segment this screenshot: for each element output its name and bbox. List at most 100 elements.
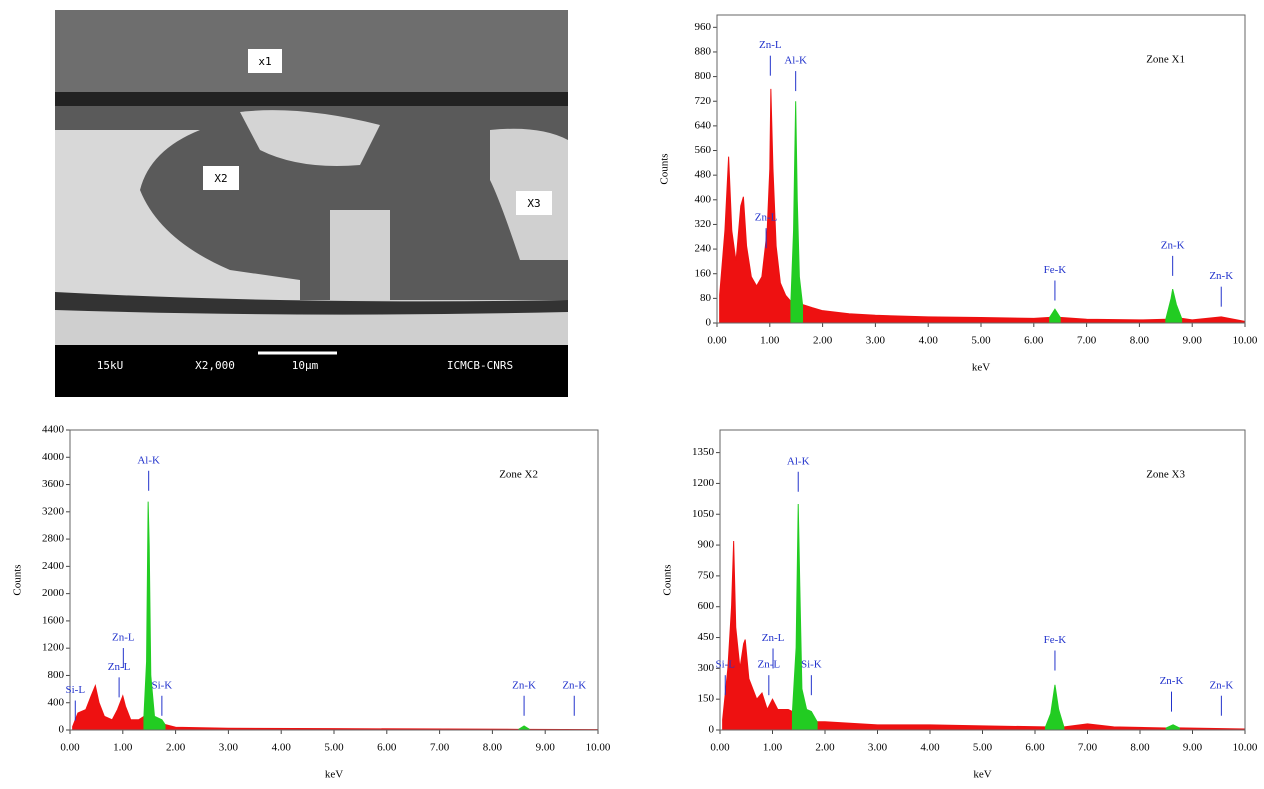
y-tick-label: 2400 <box>42 560 65 572</box>
x-tick-label: 6.00 <box>377 742 397 754</box>
light-phase <box>55 130 300 300</box>
y-tick-label: 300 <box>698 662 715 674</box>
x-tick-label: 0.00 <box>710 742 730 754</box>
x-tick-label: 10.00 <box>586 742 611 754</box>
peak-label: Si-L <box>65 684 85 696</box>
peak-label: Al-K <box>787 455 810 467</box>
spectrum-area <box>518 725 530 731</box>
magnification: X2,000 <box>195 359 235 372</box>
y-tick-label: 400 <box>695 193 712 205</box>
y-tick-label: 900 <box>698 539 715 551</box>
y-tick-label: 1600 <box>42 614 65 626</box>
peak-label: Zn-L <box>762 632 785 644</box>
label-box <box>516 191 552 215</box>
y-tick-label: 640 <box>695 119 712 131</box>
y-tick-label: 720 <box>695 95 712 107</box>
x-tick-label: 3.00 <box>866 335 886 347</box>
plot-frame <box>719 429 1246 731</box>
x-tick-label: 3.00 <box>868 742 888 754</box>
peak-label: Fe-K <box>1044 264 1067 276</box>
x-tick-label: 4.00 <box>920 742 940 754</box>
x-tick-label: 2.00 <box>813 335 833 347</box>
peak-label: Al-K <box>784 55 807 67</box>
x-tick-label: 9.00 <box>536 742 556 754</box>
plot-frame <box>716 14 1246 324</box>
peak-label: Si-L <box>715 659 735 671</box>
y-tick-label: 800 <box>695 70 712 82</box>
x-tick-label: 7.00 <box>430 742 450 754</box>
y-tick-label: 1350 <box>692 446 715 458</box>
x-tick-label: 6.00 <box>1025 742 1045 754</box>
zone-label: X3 <box>527 197 540 210</box>
x-tick-label: 1.00 <box>763 742 783 754</box>
x-tick-label: 4.00 <box>272 742 292 754</box>
spectrum-area <box>1165 724 1180 731</box>
dark-band <box>55 92 568 106</box>
y-tick-label: 560 <box>695 144 712 156</box>
y-tick-label: 0 <box>709 724 715 736</box>
peak-label: Zn-L <box>758 659 781 671</box>
y-tick-label: 750 <box>698 569 715 581</box>
spectrum-area <box>1049 308 1061 324</box>
x-tick-label: 5.00 <box>324 742 344 754</box>
x-tick-label: 1.00 <box>760 335 780 347</box>
x-tick-label: 9.00 <box>1183 335 1203 347</box>
x-tick-label: 10.00 <box>1233 742 1258 754</box>
x-tick-label: 7.00 <box>1078 742 1098 754</box>
peak-label: Zn-L <box>755 212 778 224</box>
y-tick-label: 240 <box>695 243 712 255</box>
label-box <box>203 166 239 190</box>
light-phase <box>330 128 568 300</box>
x-tick-label: 5.00 <box>971 335 991 347</box>
y-axis-label: Counts <box>662 564 674 595</box>
x-tick-label: 5.00 <box>973 742 993 754</box>
y-tick-label: 450 <box>698 631 715 643</box>
y-tick-label: 800 <box>48 669 65 681</box>
spectrum-area <box>722 540 793 731</box>
spectrum-area <box>1045 684 1065 731</box>
spectrum-area <box>719 88 792 324</box>
voltage: 15kU <box>97 359 124 372</box>
dark-band <box>55 292 568 315</box>
peak-label: Si-K <box>151 679 172 691</box>
y-axis-label: Counts <box>659 153 671 184</box>
chart-title: Zone X1 <box>1146 54 1185 66</box>
x-tick-label: 6.00 <box>1024 335 1044 347</box>
spectrum-area <box>1165 289 1183 324</box>
peak-label: Fe-K <box>1044 634 1067 646</box>
x-axis-label: keV <box>325 769 343 781</box>
y-tick-label: 480 <box>695 169 712 181</box>
x-tick-label: 8.00 <box>1130 742 1150 754</box>
x-tick-label: 0.00 <box>707 335 727 347</box>
zone-label: x1 <box>258 55 271 68</box>
spectrum-area <box>790 101 804 324</box>
x-axis-label: keV <box>973 769 991 781</box>
y-axis-label: Counts <box>12 564 24 595</box>
x-tick-label: 1.00 <box>113 742 133 754</box>
spectrum-area <box>143 501 166 731</box>
y-tick-label: 0 <box>59 724 65 736</box>
peak-label: Al-K <box>137 454 160 466</box>
spectrum-area <box>1059 316 1167 324</box>
scale-length: 10μm <box>292 359 319 372</box>
surface-layer <box>55 10 568 100</box>
x-axis-label: keV <box>972 362 990 374</box>
zone-label: X2 <box>214 172 227 185</box>
x-tick-label: 8.00 <box>483 742 503 754</box>
y-tick-label: 3600 <box>42 478 65 490</box>
peak-label: Zn-K <box>1209 270 1233 282</box>
y-tick-label: 4400 <box>42 424 65 436</box>
y-tick-label: 160 <box>695 267 712 279</box>
x-tick-label: 7.00 <box>1077 335 1097 347</box>
x-tick-label: 9.00 <box>1183 742 1203 754</box>
light-phase <box>240 110 380 166</box>
peak-label: Zn-K <box>562 679 586 691</box>
y-tick-label: 1050 <box>692 508 715 520</box>
y-tick-label: 3200 <box>42 505 65 517</box>
spectrum-area <box>1181 316 1246 324</box>
x-tick-label: 8.00 <box>1130 335 1150 347</box>
y-tick-label: 4000 <box>42 451 65 463</box>
peak-label: Zn-L <box>112 632 135 644</box>
